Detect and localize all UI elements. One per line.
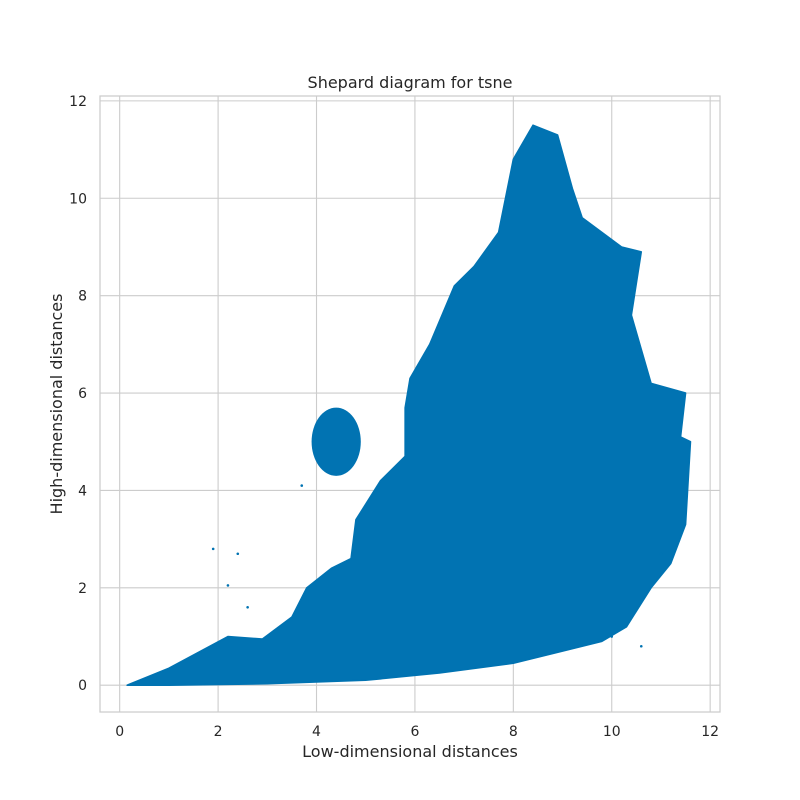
- y-tick-label: 6: [78, 386, 87, 402]
- x-tick-label: 2: [214, 724, 223, 740]
- y-tick-label: 10: [69, 191, 87, 207]
- scatter-point: [610, 635, 614, 638]
- scatter-point: [639, 644, 643, 648]
- x-tick-label: 12: [701, 724, 719, 740]
- data-layer: [126, 124, 692, 686]
- x-tick-label: 4: [312, 724, 321, 740]
- scatter-point: [300, 484, 304, 487]
- y-tick-labels: 0 2 4 6 8 10 12: [69, 94, 87, 694]
- y-tick-label: 0: [78, 678, 87, 694]
- x-axis-label: Low-dimensional distances: [302, 742, 518, 761]
- y-tick-label: 8: [78, 289, 87, 305]
- x-tick-label: 6: [410, 724, 419, 740]
- x-tick-label: 10: [603, 724, 621, 740]
- plot-frame: [99, 95, 721, 713]
- chart-title: Shepard diagram for tsne: [308, 73, 513, 92]
- y-axis-label: High-dimensional distances: [47, 294, 66, 515]
- scatter-point: [630, 615, 633, 619]
- y-tick-label: 4: [78, 483, 87, 499]
- scatter-cluster: [311, 407, 361, 476]
- x-tick-labels: 0 2 4 6 8 10 12: [115, 724, 719, 740]
- scatter-point: [226, 584, 230, 587]
- y-tick-label: 2: [78, 581, 87, 597]
- x-tick-label: 8: [509, 724, 518, 740]
- y-tick-label: 12: [69, 94, 87, 110]
- scatter-point: [236, 552, 240, 556]
- scatter-point: [659, 552, 663, 556]
- scatter-cloud: [126, 124, 692, 686]
- scatter-point: [211, 547, 215, 551]
- scatter-point: [246, 606, 249, 609]
- x-tick-label: 0: [115, 724, 124, 740]
